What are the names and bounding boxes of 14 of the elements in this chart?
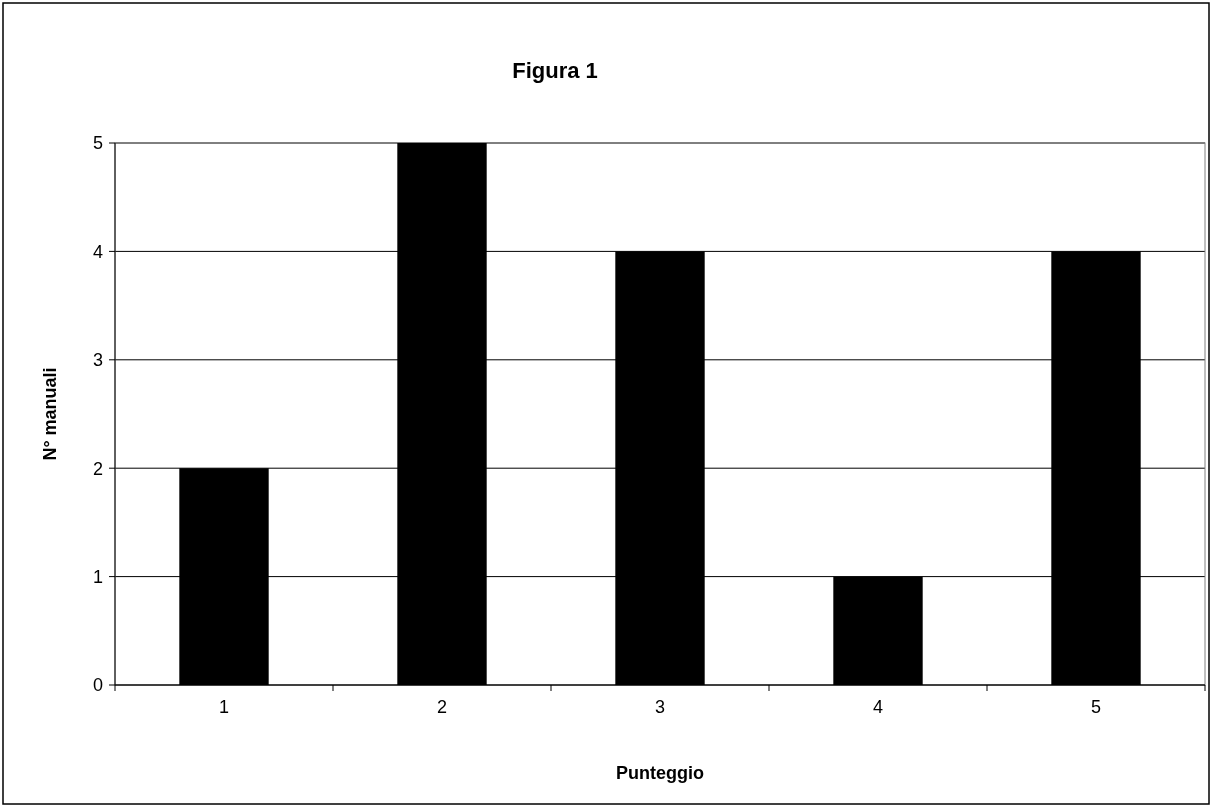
y-tick-label: 0 [92, 675, 103, 696]
y-tick-label: 5 [92, 133, 103, 154]
x-tick-label: 5 [1090, 697, 1102, 717]
y-tick-label: 2 [92, 458, 103, 479]
x-tick-label: 4 [872, 697, 884, 717]
y-tick-label: 4 [92, 241, 103, 262]
x-axis-title: Punteggio [616, 763, 704, 783]
y-axis-title: N° manuali [40, 367, 60, 461]
x-tick-label: 1 [218, 697, 230, 717]
y-tick-label: 3 [92, 350, 103, 371]
y-tick-label: 1 [92, 566, 103, 587]
x-tick-label: 3 [654, 697, 666, 717]
chart-title: Figura 1 [512, 58, 598, 83]
x-tick-label: 2 [436, 697, 448, 717]
